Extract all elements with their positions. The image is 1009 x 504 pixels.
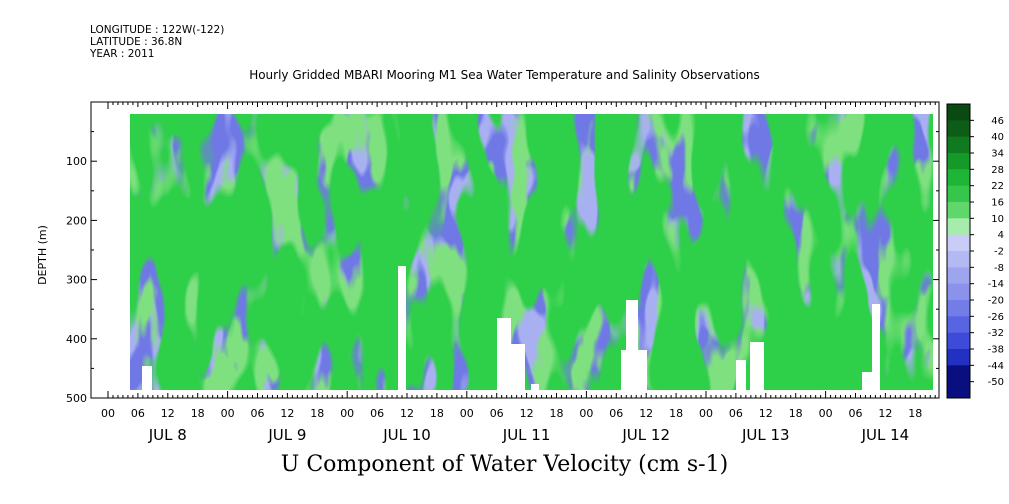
colorbar-label: 46 xyxy=(991,116,1004,127)
x-tick-label: 12 xyxy=(161,407,175,420)
colorbar: 46 40 34 28 22 16 10 4 -2 -8 -14 -20 -26 -32 -38 -44 -50 xyxy=(946,103,1004,399)
colorbar-label: 22 xyxy=(991,181,1004,192)
gap xyxy=(142,366,152,390)
x-axis-label: U Component of Water Velocity (cm s-1) xyxy=(280,452,729,477)
x-tick-label: 18 xyxy=(669,407,683,420)
chart-title: Hourly Gridded MBARI Mooring M1 Sea Wate… xyxy=(249,68,760,82)
day-label: JUL 9 xyxy=(267,426,306,444)
gap xyxy=(531,384,539,390)
y-tick-label: 500 xyxy=(66,392,87,405)
colorbar-label: -14 xyxy=(988,279,1004,290)
colorbar-segment xyxy=(947,218,970,236)
x-tick-label: 00 xyxy=(340,407,354,420)
day-label: JUL 12 xyxy=(621,426,670,444)
colorbar-label: 40 xyxy=(991,132,1004,143)
x-tick-label: 00 xyxy=(819,407,833,420)
y-tick-label: 100 xyxy=(66,155,87,168)
colorbar-segment xyxy=(947,300,970,317)
gap xyxy=(750,342,764,390)
latitude-label: LATITUDE : 36.8N xyxy=(90,36,183,48)
colorbar-segment xyxy=(947,185,970,203)
x-tick-label: 06 xyxy=(131,407,145,420)
x-tick-label: 12 xyxy=(759,407,773,420)
x-tick-label: 12 xyxy=(639,407,653,420)
colorbar-segment xyxy=(947,381,970,399)
heatmap-strong-green xyxy=(130,114,933,390)
x-tick-label: 18 xyxy=(310,407,324,420)
x-tick-label: 00 xyxy=(101,407,115,420)
x-tick-label: 18 xyxy=(908,407,922,420)
gap xyxy=(872,304,880,390)
colorbar-segment xyxy=(947,136,970,154)
day-label: JUL 11 xyxy=(502,426,551,444)
colorbar-label: -26 xyxy=(988,312,1004,323)
colorbar-segment xyxy=(947,283,970,301)
colorbar-segment xyxy=(947,104,970,121)
colorbar-segment xyxy=(947,120,970,138)
x-tick-label: 00 xyxy=(579,407,593,420)
x-tick-label: 18 xyxy=(789,407,803,420)
colorbar-label: -44 xyxy=(988,361,1004,372)
colorbar-label: -32 xyxy=(988,328,1004,339)
gap xyxy=(497,318,511,390)
colorbar-segment xyxy=(947,169,970,187)
day-label: JUL 14 xyxy=(861,426,910,444)
gap xyxy=(511,344,525,390)
y-tick-label: 400 xyxy=(66,333,87,346)
x-tick-label: 12 xyxy=(280,407,294,420)
x-tick-label: 18 xyxy=(430,407,444,420)
y-tick-label: 300 xyxy=(66,274,87,287)
x-tick-label: 06 xyxy=(849,407,863,420)
colorbar-segment xyxy=(947,267,970,285)
colorbar-label: -8 xyxy=(994,263,1004,274)
colorbar-label: -2 xyxy=(994,247,1004,258)
x-tick-label: 12 xyxy=(878,407,892,420)
colorbar-label: -20 xyxy=(988,296,1004,307)
colorbar-segment xyxy=(947,251,970,268)
gap xyxy=(398,266,406,390)
colorbar-segment xyxy=(947,365,970,383)
colorbar-segment xyxy=(947,332,970,350)
x-tick-label: 06 xyxy=(370,407,384,420)
x-tick-label: 06 xyxy=(251,407,265,420)
gap xyxy=(621,350,647,390)
longitude-label: LONGITUDE : 122W(-122) xyxy=(90,24,225,36)
colorbar-label: 10 xyxy=(991,214,1004,225)
y-tick-label: 200 xyxy=(66,214,87,227)
y-axis-label: DEPTH (m) xyxy=(36,225,49,285)
gap xyxy=(736,360,746,390)
x-tick-label: 06 xyxy=(729,407,743,420)
x-tick-label: 00 xyxy=(221,407,235,420)
colorbar-label: 4 xyxy=(998,230,1004,241)
day-label: JUL 10 xyxy=(382,426,431,444)
gap xyxy=(626,300,638,350)
day-label: JUL 8 xyxy=(148,426,187,444)
year-label: YEAR : 2011 xyxy=(90,48,155,60)
gap xyxy=(862,372,872,390)
colorbar-segment xyxy=(947,349,970,366)
metadata-block: LONGITUDE : 122W(-122) LATITUDE : 36.8N … xyxy=(90,24,224,60)
day-label: JUL 13 xyxy=(741,426,790,444)
x-tick-label: 00 xyxy=(460,407,474,420)
x-tick-label: 06 xyxy=(490,407,504,420)
colorbar-segment xyxy=(947,234,970,252)
colorbar-label: 16 xyxy=(991,198,1004,209)
x-tick-label: 06 xyxy=(609,407,623,420)
x-tick-label: 12 xyxy=(400,407,414,420)
colorbar-segment xyxy=(947,153,970,170)
colorbar-label: -38 xyxy=(988,345,1004,356)
colorbar-label: 34 xyxy=(991,149,1004,160)
colorbar-segment xyxy=(947,202,970,219)
colorbar-label: -50 xyxy=(988,377,1004,388)
colorbar-segment xyxy=(947,316,970,334)
heatmap-field xyxy=(130,114,933,390)
colorbar-label: 28 xyxy=(991,165,1004,176)
x-tick-label: 00 xyxy=(699,407,713,420)
x-tick-label: 18 xyxy=(191,407,205,420)
x-tick-label: 12 xyxy=(520,407,534,420)
data-gaps xyxy=(142,266,880,390)
x-tick-label: 18 xyxy=(550,407,564,420)
axes: 100 200 300 400 500 00 06 12 18 00 06 12 18 00 06 12 18 0… xyxy=(66,102,939,444)
